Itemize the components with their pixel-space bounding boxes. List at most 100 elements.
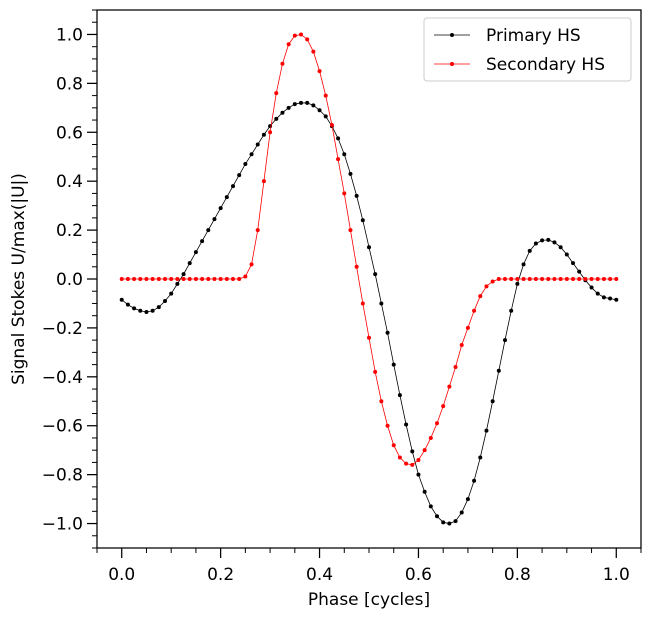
data-point: [441, 404, 446, 409]
data-point: [601, 295, 606, 300]
data-point: [540, 277, 545, 281]
data-point: [255, 228, 260, 233]
y-tick-label: 0.4: [56, 172, 83, 192]
x-tick-label: 0.4: [306, 565, 333, 585]
y-tick-label: 0.8: [56, 74, 83, 94]
data-point: [503, 338, 507, 343]
data-point: [286, 105, 291, 110]
data-point: [367, 245, 371, 250]
data-point: [496, 277, 501, 281]
data-point: [416, 472, 421, 477]
data-point: [268, 130, 273, 135]
data-point: [163, 277, 167, 281]
data-point: [237, 173, 242, 178]
data-point: [336, 157, 341, 162]
y-tick-label: −0.2: [42, 319, 83, 339]
series-points-secondary: [119, 32, 619, 467]
data-point: [540, 238, 545, 243]
data-point: [231, 277, 235, 281]
data-point: [521, 277, 526, 281]
legend-marker-primary: [450, 33, 454, 37]
data-point: [601, 277, 606, 281]
data-point: [391, 362, 396, 367]
data-point: [441, 520, 446, 525]
data-point: [144, 310, 149, 315]
legend: Primary HS Secondary HS: [423, 17, 632, 82]
data-point: [564, 252, 569, 257]
data-point: [311, 103, 316, 108]
data-point: [490, 279, 495, 284]
data-point: [323, 93, 328, 98]
x-tick-label: 1.0: [603, 565, 630, 585]
data-point: [138, 308, 143, 313]
data-point: [212, 217, 217, 222]
data-point: [608, 277, 613, 281]
data-point: [218, 206, 223, 211]
data-point: [459, 510, 464, 515]
data-point: [125, 277, 130, 281]
data-point: [274, 91, 279, 96]
series-points-primary: [119, 100, 619, 526]
data-point: [608, 296, 613, 301]
data-point: [206, 228, 211, 233]
data-point: [132, 277, 137, 281]
data-point: [583, 277, 588, 281]
legend-label-secondary: Secondary HS: [486, 55, 605, 75]
data-point: [397, 393, 402, 398]
data-point: [224, 277, 229, 281]
data-point: [261, 132, 266, 137]
data-point: [150, 308, 155, 313]
data-point: [212, 277, 217, 281]
data-point: [496, 368, 501, 373]
y-tick-label: 0.0: [56, 270, 83, 290]
data-point: [261, 179, 266, 184]
data-point: [132, 306, 137, 311]
data-point: [138, 277, 143, 281]
data-point: [404, 422, 409, 427]
data-point: [533, 241, 538, 246]
data-point: [397, 455, 402, 460]
data-point: [150, 277, 155, 281]
data-point: [317, 108, 322, 113]
series-line-secondary: [121, 34, 617, 466]
data-point: [342, 191, 347, 196]
data-point: [231, 184, 235, 189]
data-point: [169, 277, 174, 281]
data-point: [193, 250, 198, 255]
data-point: [564, 277, 569, 281]
data-point: [348, 228, 353, 233]
data-point: [503, 277, 507, 281]
data-point: [428, 435, 433, 440]
data-point: [428, 504, 433, 509]
data-point: [447, 384, 452, 389]
legend-label-primary: Primary HS: [486, 26, 581, 46]
data-point: [144, 277, 149, 281]
data-point: [181, 272, 186, 277]
data-layer: [119, 32, 619, 526]
data-point: [416, 457, 421, 462]
data-point: [422, 489, 427, 494]
data-point: [311, 49, 316, 54]
data-point: [169, 291, 174, 296]
data-point: [156, 305, 161, 310]
data-point: [373, 272, 378, 277]
data-point: [367, 335, 371, 340]
data-point: [218, 277, 223, 281]
data-point: [119, 297, 124, 302]
data-point: [527, 277, 532, 281]
data-point: [614, 297, 619, 302]
data-point: [472, 308, 477, 313]
data-point: [354, 193, 359, 198]
data-point: [200, 277, 205, 281]
data-point: [274, 116, 279, 121]
data-point: [385, 330, 390, 335]
data-point: [286, 42, 291, 47]
x-tick-label: 0.2: [207, 565, 234, 585]
data-point: [435, 514, 439, 519]
data-point: [558, 245, 563, 250]
data-point: [299, 32, 303, 37]
data-point: [292, 102, 297, 107]
axis-ticks: 0.0 0.2 0.4 0.6 0.8 1.0 −1.0 −0.8 −0.6 −0.4 −0.2 0.…: [42, 9, 642, 585]
series-line-primary: [121, 102, 617, 524]
